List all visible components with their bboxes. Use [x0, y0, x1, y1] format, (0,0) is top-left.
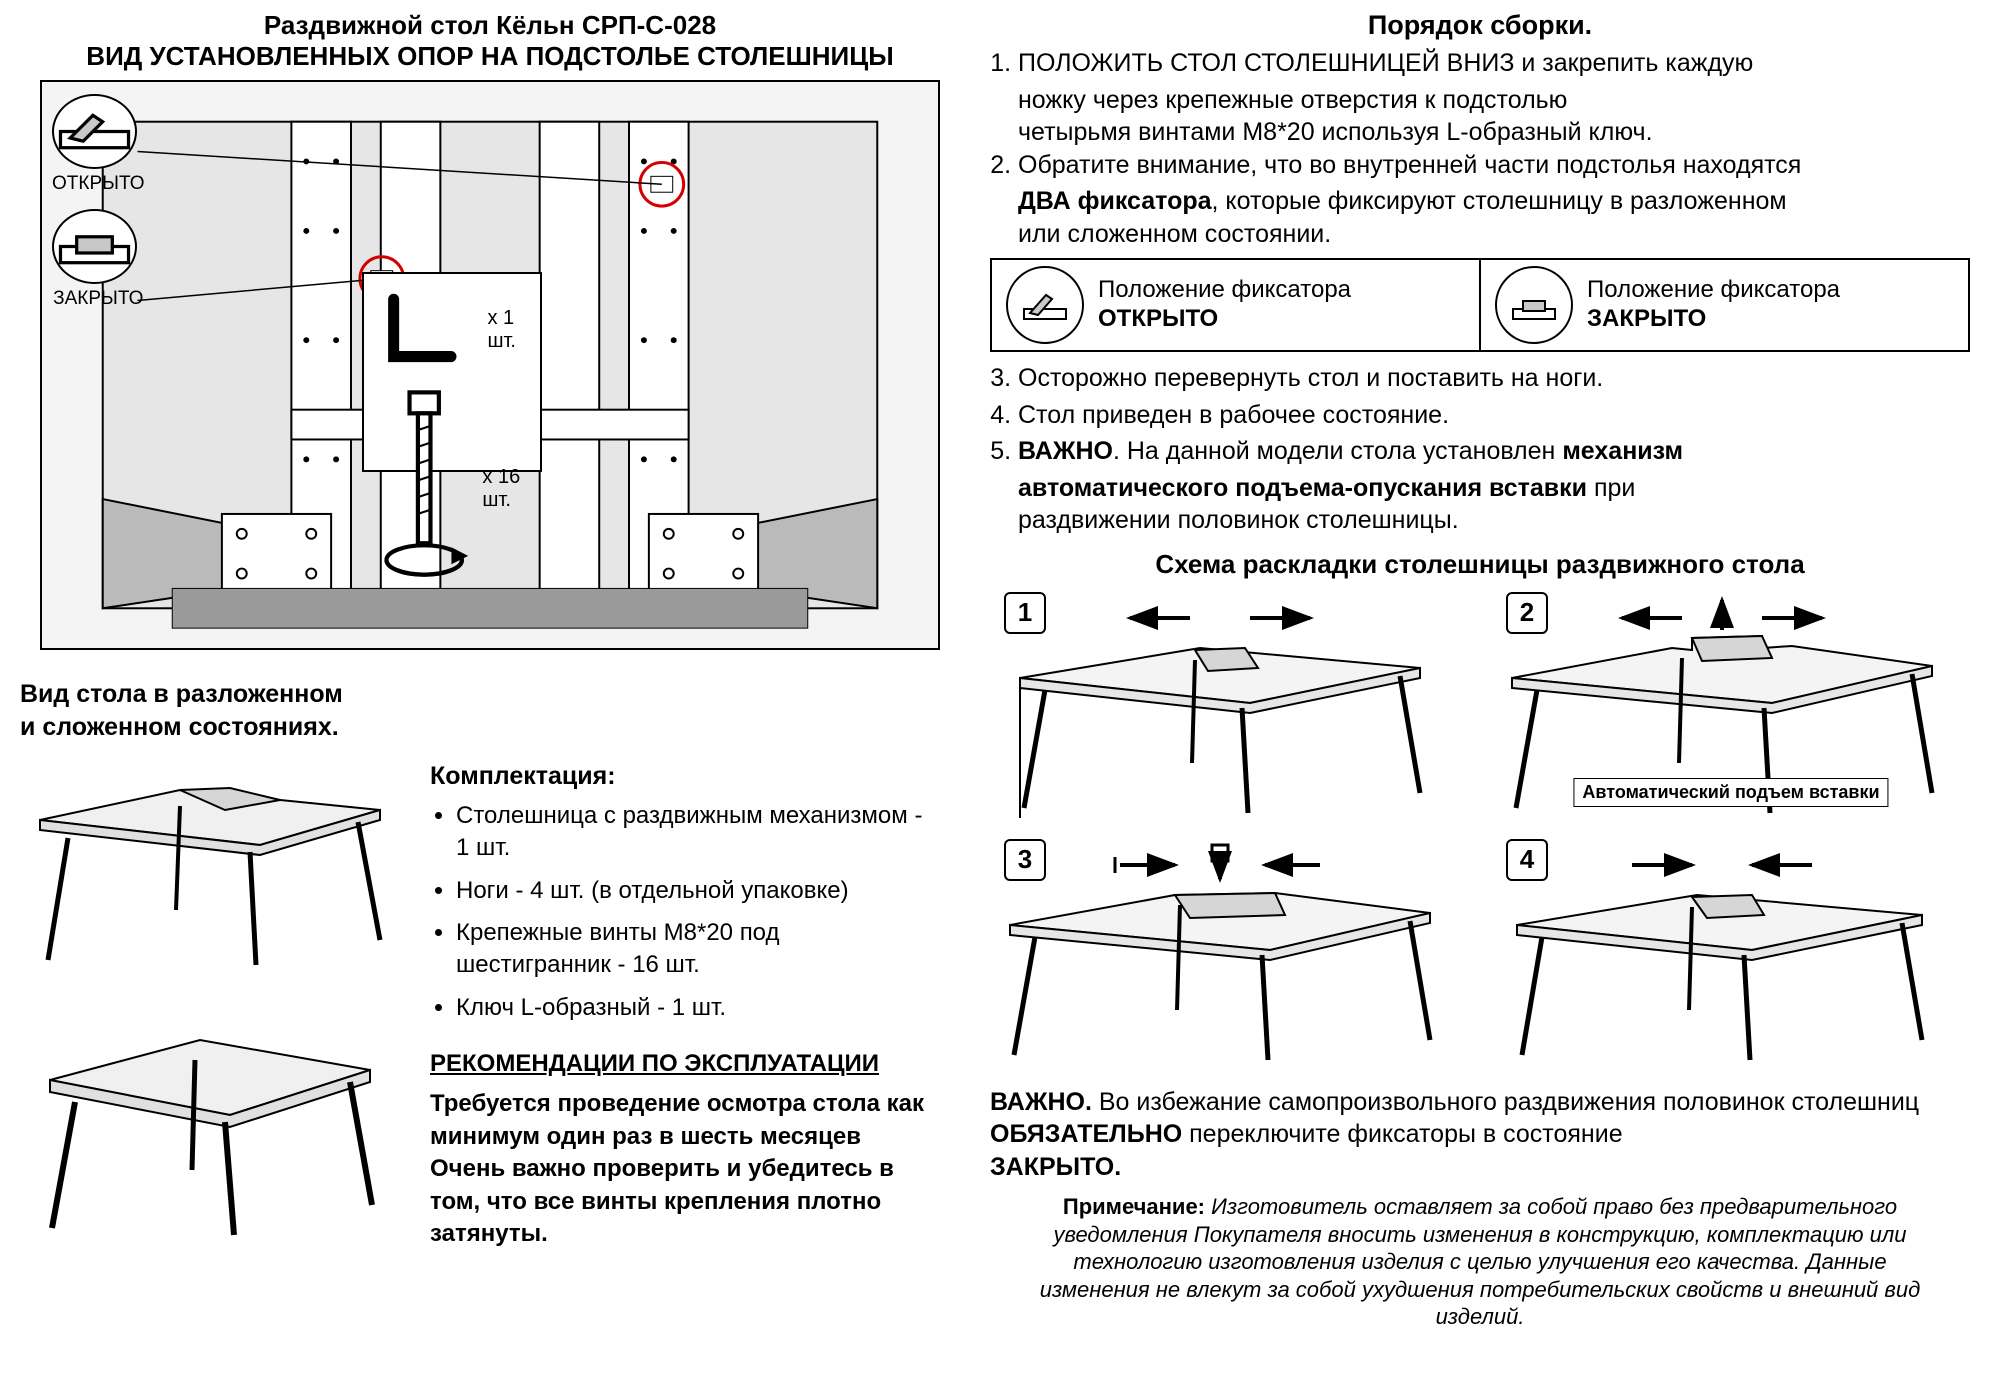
views-heading-1: Вид стола в разложенном — [20, 680, 960, 709]
product-title: Раздвижной стол Кёльн СРП-С-028 — [20, 10, 960, 41]
step-number: 4 — [1506, 839, 1548, 881]
kit-item: Столешница с раздвижным механизмом - 1 ш… — [456, 800, 940, 865]
hw-key-row: x 1 шт. — [376, 286, 528, 374]
latch-open-icon — [52, 94, 137, 169]
latch-closed-icon — [52, 209, 137, 284]
lock-state-panel: Положение фиксатора ОТКРЫТО Положение фи… — [990, 258, 1970, 352]
lock-open-icon — [1006, 266, 1084, 344]
kit-item: Крепежные винты М8*20 под шестигранник -… — [456, 917, 940, 982]
important-warning: ВАЖНО. Во избежание самопроизвольного ра… — [990, 1086, 1970, 1184]
step-number: 2 — [1506, 592, 1548, 634]
assembly-step-2: Обратите внимание, что во внутренней час… — [1018, 149, 1970, 182]
kit-item: Ноги - 4 шт. (в отдельной упаковке) — [456, 875, 940, 907]
views-heading-2: и сложенном состояниях. — [20, 713, 960, 742]
bolt-icon — [376, 384, 472, 594]
schema-step-2: 2 Автоматический подъем вставки — [1492, 588, 1970, 823]
manufacturer-note: Примечание: Изготовитель оставляет за со… — [990, 1193, 1970, 1331]
latch-closed-label: ЗАКРЫТО — [52, 288, 144, 310]
recommendations-text: Требуется проведение осмотра стола как м… — [430, 1088, 940, 1250]
assembly-step-4: Стол приведен в рабочее состояние. — [1018, 399, 1970, 432]
schema-title: Схема раскладки столешницы раздвижного с… — [990, 549, 1970, 580]
assembly-title: Порядок сборки. — [990, 10, 1970, 41]
underside-diagram: ОТКРЫТО ЗАКРЫТО x 1 шт. — [40, 80, 940, 650]
assembly-step-1: ПОЛОЖИТЬ СТОЛ СТОЛЕШНИЦЕЙ ВНИЗ и закрепи… — [1018, 47, 1970, 80]
assembly-step-1-cont: ножку через крепежные отверстия к подсто… — [1018, 84, 1970, 117]
lock-caption: Положение фиксатора — [1587, 276, 1840, 303]
assembly-step-2-cont: ДВА фиксатора, которые фиксируют столешн… — [1018, 185, 1970, 218]
assembly-step-1-cont: четырьмя винтами М8*20 используя L-образ… — [1018, 116, 1970, 149]
lock-state-closed: Положение фиксатора ЗАКРЫТО — [1479, 260, 1968, 350]
kit-and-recs: Комплектация: Столешница с раздвижным ме… — [430, 760, 940, 1280]
auto-lift-label: Автоматический подъем вставки — [1573, 778, 1888, 807]
lock-caption: Положение фиксатора — [1098, 276, 1351, 303]
lock-closed-icon — [1495, 266, 1573, 344]
assembly-step-2-cont: или сложенном состоянии. — [1018, 218, 1970, 251]
left-column: Раздвижной стол Кёльн СРП-С-028 ВИД УСТА… — [20, 10, 960, 1364]
right-column: Порядок сборки. ПОЛОЖИТЬ СТОЛ СТОЛЕШНИЦЕ… — [990, 10, 1970, 1364]
assembly-step-5-cont: раздвижении половинок столешницы. — [1018, 504, 1970, 537]
kit-item: Ключ L-образный - 1 шт. — [456, 992, 940, 1024]
hex-key-icon — [376, 286, 477, 374]
hw-key-qty: x 1 шт. — [487, 307, 528, 353]
lock-open-label: ОТКРЫТО — [1098, 305, 1218, 332]
assembly-step-5-cont: автоматического подъема-опускания вставк… — [1018, 472, 1970, 505]
table-collapsed-icon — [20, 1010, 400, 1240]
table-extended-icon — [20, 760, 400, 970]
step-number: 3 — [1004, 839, 1046, 881]
table-views — [20, 760, 400, 1280]
latch-open-label: ОТКРЫТО — [52, 173, 144, 195]
assembly-step-3: Осторожно перевернуть стол и поставить н… — [1018, 362, 1970, 395]
recommendations-title: РЕКОМЕНДАЦИИ ПО ЭКСПЛУАТАЦИИ — [430, 1048, 940, 1080]
hardware-box: x 1 шт. x 16 шт. — [362, 272, 542, 472]
view-title: ВИД УСТАНОВЛЕННЫХ ОПОР НА ПОДСТОЛЬЕ СТОЛ… — [20, 41, 960, 72]
schema-step-4: 4 — [1492, 835, 1970, 1070]
schema-step-3: 3 — [990, 835, 1468, 1070]
kit-list: Столешница с раздвижным механизмом - 1 ш… — [430, 800, 940, 1024]
step-number: 1 — [1004, 592, 1046, 634]
hw-bolt-qty: x 16 шт. — [482, 466, 528, 512]
hw-bolt-row: x 16 шт. — [376, 384, 528, 594]
assembly-step-5: ВАЖНО. На данной модели стола установлен… — [1018, 435, 1970, 468]
lock-state-open: Положение фиксатора ОТКРЫТО — [992, 260, 1479, 350]
lock-closed-label: ЗАКРЫТО — [1587, 305, 1706, 332]
assembly-steps: ПОЛОЖИТЬ СТОЛ СТОЛЕШНИЦЕЙ ВНИЗ и закрепи… — [990, 47, 1970, 80]
kit-title: Комплектация: — [430, 760, 940, 794]
schema-step-1: 1 — [990, 588, 1468, 823]
extension-schema: 1 2 — [990, 588, 1970, 1070]
latch-callouts: ОТКРЫТО ЗАКРЫТО — [52, 94, 144, 324]
